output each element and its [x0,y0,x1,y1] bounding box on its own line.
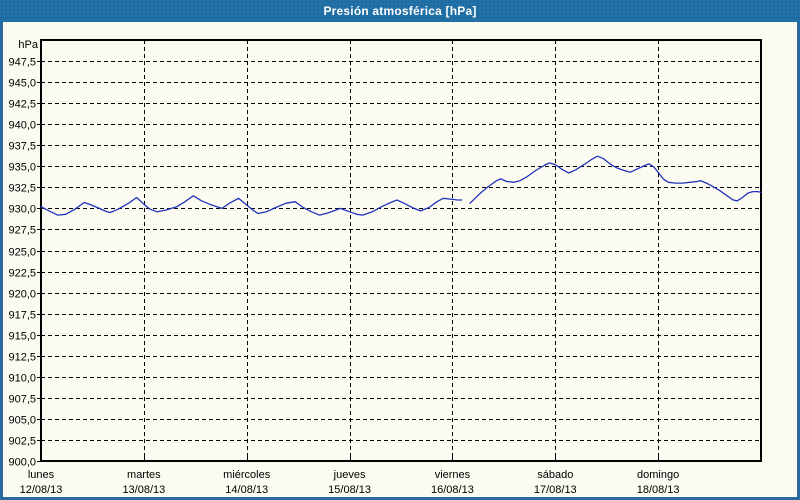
y-axis-unit-label: hPa [18,39,38,51]
y-tick-label: 910,0 [8,373,36,385]
day-name-label: martes [127,469,161,481]
day-date-label: 13/08/13 [122,484,165,496]
y-tick-label: 927,5 [8,225,36,237]
y-tick-label: 912,5 [8,352,36,364]
day-date-label: 14/08/13 [225,484,268,496]
y-tick-label: 917,5 [8,310,36,322]
window-border-left [0,22,3,500]
day-date-label: 17/08/13 [534,484,577,496]
y-tick-label: 920,0 [8,289,36,301]
pressure-line [40,155,762,216]
y-tick-label: 915,0 [8,331,36,343]
y-tick-label: 945,0 [8,78,36,90]
day-name-label: viernes [435,469,471,481]
day-date-label: 16/08/13 [431,484,474,496]
window-border-bottom [0,497,800,500]
title-bar: Presión atmosférica [hPa] [0,0,800,22]
y-tick-label: 932,5 [8,183,36,195]
day-name-label: sábado [537,469,573,481]
y-tick-label: 930,0 [8,204,36,216]
y-tick-label: 922,5 [8,268,36,280]
y-tick-label: 925,0 [8,247,36,259]
day-date-label: 12/08/13 [20,484,63,496]
day-name-label: jueves [333,469,366,481]
plot-frame [40,39,762,462]
y-tick-label: 937,5 [8,141,36,153]
y-tick-label: 905,0 [8,415,36,427]
y-tick-label: 935,0 [8,162,36,174]
day-name-label: domingo [637,469,679,481]
y-tick-label: 900,0 [8,457,36,469]
y-tick-label: 940,0 [8,120,36,132]
window-title: Presión atmosférica [hPa] [323,4,477,18]
day-name-label: lunes [28,469,55,481]
y-tick-label: 907,5 [8,394,36,406]
y-tick-label: 942,5 [8,99,36,111]
day-date-label: 15/08/13 [328,484,371,496]
y-tick-label: 902,5 [8,436,36,448]
day-date-label: 18/08/13 [637,484,680,496]
y-tick-label: 947,5 [8,57,36,69]
window-border-right [797,22,800,500]
day-name-label: miércoles [223,469,271,481]
